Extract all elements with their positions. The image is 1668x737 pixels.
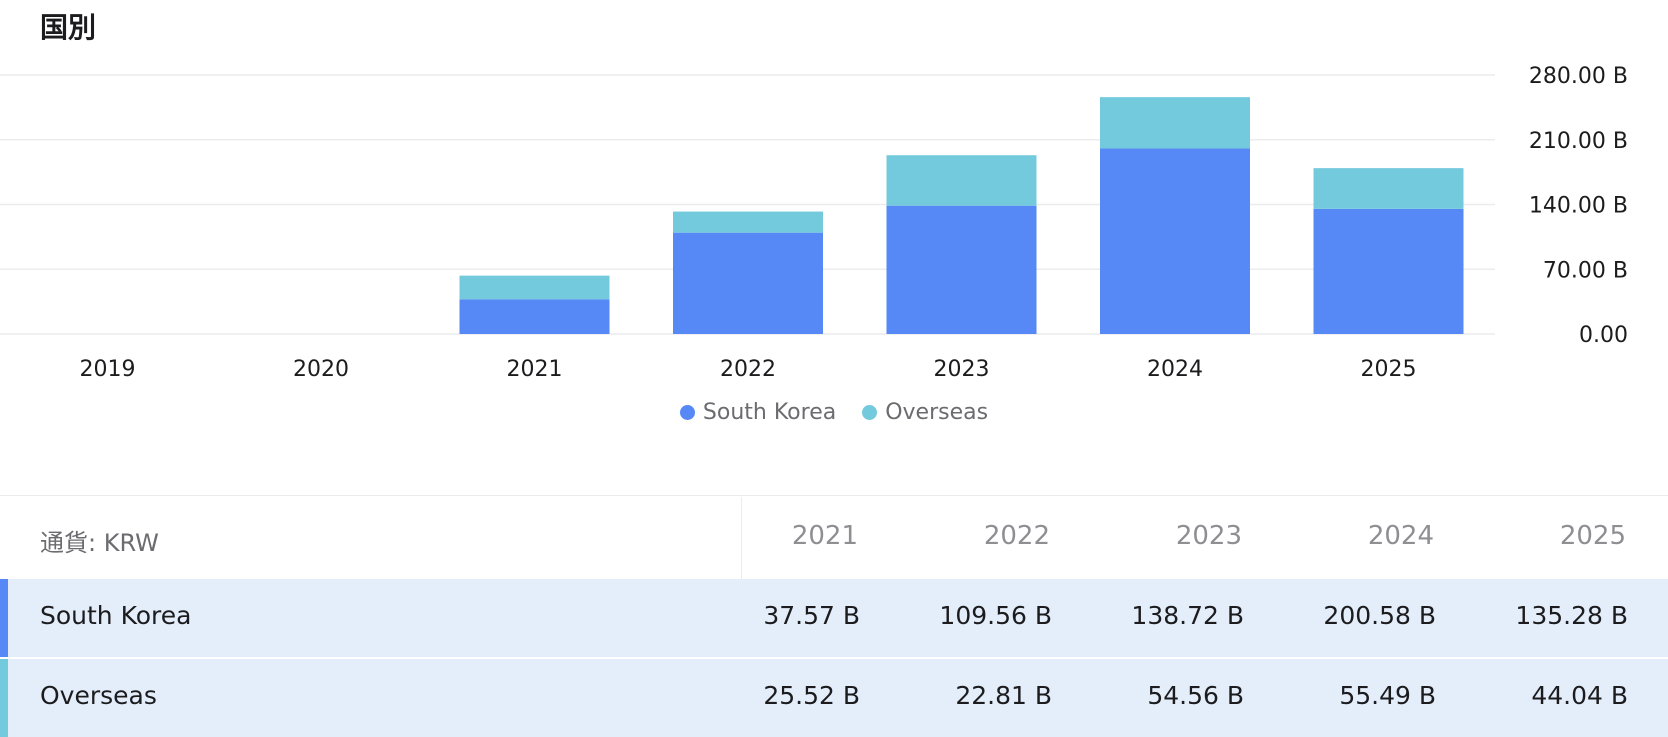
page-title: 国別 bbox=[40, 11, 97, 44]
legend-label: Overseas bbox=[885, 400, 989, 425]
table-cell: 22.81 B bbox=[955, 681, 1052, 710]
table-cell: 54.56 B bbox=[1147, 681, 1244, 710]
row-color-indicator bbox=[0, 579, 8, 657]
legend-item-south-korea[interactable]: South Korea bbox=[679, 400, 837, 425]
x-axis-ticks: 2019 2020 2021 2022 2023 2024 2025 bbox=[80, 357, 1417, 382]
table-header-year: 2024 bbox=[1367, 521, 1434, 551]
legend-dot-overseas bbox=[862, 405, 878, 420]
table-header-row: 通貨: KRW 2021 2022 2023 2024 2025 bbox=[0, 497, 1668, 579]
table-header-year: 2021 bbox=[791, 521, 858, 551]
bar-overseas-2025[interactable] bbox=[1313, 168, 1464, 209]
row-separator bbox=[0, 657, 1668, 659]
y-tick-label: 140.00 B bbox=[1529, 194, 1628, 219]
bar-overseas-2024[interactable] bbox=[1100, 97, 1250, 149]
row-label: Overseas bbox=[40, 681, 157, 710]
bar-south-korea-2023[interactable] bbox=[886, 205, 1037, 334]
table-cell: 55.49 B bbox=[1339, 681, 1436, 710]
bar-south-korea-2025[interactable] bbox=[1313, 208, 1464, 334]
bar-south-korea-2021[interactable] bbox=[459, 299, 610, 334]
bar-overseas-2022[interactable] bbox=[673, 211, 823, 233]
table-header-year: 2023 bbox=[1175, 521, 1242, 551]
x-tick-label: 2020 bbox=[293, 357, 349, 382]
y-tick-label: 210.00 B bbox=[1529, 129, 1628, 154]
chart-legend: South Korea Overseas bbox=[0, 400, 1668, 425]
y-axis-ticks: 280.00 B 210.00 B 140.00 B 70.00 B 0.00 bbox=[1529, 64, 1628, 348]
table-cell: 37.57 B bbox=[763, 601, 860, 630]
bar-south-korea-2022[interactable] bbox=[673, 232, 823, 334]
row-label: South Korea bbox=[40, 601, 192, 630]
y-tick-label: 280.00 B bbox=[1529, 64, 1628, 89]
row-color-indicator bbox=[0, 659, 8, 737]
x-tick-label: 2021 bbox=[507, 357, 563, 382]
legend-label: South Korea bbox=[702, 400, 837, 425]
y-tick-label: 70.00 B bbox=[1543, 258, 1628, 283]
bar-south-korea-2024[interactable] bbox=[1100, 148, 1250, 334]
x-tick-label: 2024 bbox=[1147, 357, 1203, 382]
table-cell: 25.52 B bbox=[763, 681, 860, 710]
x-tick-label: 2019 bbox=[80, 357, 136, 382]
table-top-divider bbox=[0, 495, 1668, 496]
table-cell: 200.58 B bbox=[1323, 601, 1436, 630]
y-tick-label: 0.00 bbox=[1579, 323, 1628, 348]
legend-item-overseas[interactable]: Overseas bbox=[862, 400, 988, 425]
bar-overseas-2023[interactable] bbox=[886, 155, 1037, 206]
table-cell: 44.04 B bbox=[1531, 681, 1628, 710]
x-tick-label: 2025 bbox=[1361, 357, 1417, 382]
column-separator bbox=[741, 497, 742, 579]
legend-dot-south-korea bbox=[679, 405, 695, 420]
bar-overseas-2021[interactable] bbox=[459, 275, 610, 300]
stacked-bar-chart: 280.00 B 210.00 B 140.00 B 70.00 B 0.00 2019… bbox=[0, 64, 1628, 382]
x-tick-label: 2023 bbox=[934, 357, 990, 382]
table-cell: 135.28 B bbox=[1515, 601, 1628, 630]
table-cell: 109.56 B bbox=[939, 601, 1052, 630]
table-row-south-korea[interactable]: South Korea 37.57 B 109.56 B 138.72 B 20… bbox=[0, 579, 1668, 657]
x-tick-label: 2022 bbox=[720, 357, 776, 382]
chart-bars bbox=[459, 97, 1464, 334]
table-cell: 138.72 B bbox=[1131, 601, 1244, 630]
table-header-year: 2025 bbox=[1559, 521, 1626, 551]
table-row-overseas[interactable]: Overseas 25.52 B 22.81 B 54.56 B 55.49 B… bbox=[0, 659, 1668, 737]
currency-label: 通貨: KRW bbox=[40, 529, 159, 557]
table-header-year: 2022 bbox=[983, 521, 1050, 551]
